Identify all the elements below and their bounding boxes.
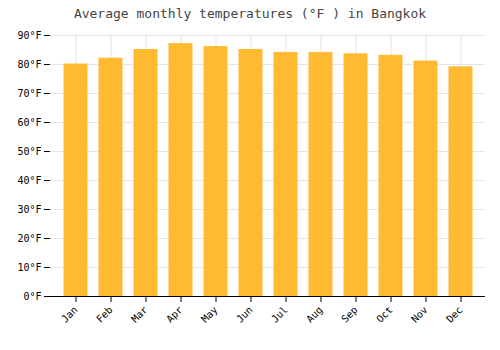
svg-text:80°F: 80°F — [17, 59, 41, 70]
svg-text:60°F: 60°F — [17, 117, 41, 128]
svg-text:30°F: 30°F — [17, 204, 41, 215]
svg-text:50°F: 50°F — [17, 146, 41, 157]
svg-text:Jul: Jul — [269, 304, 290, 325]
svg-text:Nov: Nov — [409, 304, 430, 325]
svg-text:Sep: Sep — [339, 304, 360, 325]
svg-text:10°F: 10°F — [17, 262, 41, 273]
svg-text:90°F: 90°F — [17, 30, 41, 41]
svg-text:Oct: Oct — [374, 304, 395, 325]
svg-text:Mar: Mar — [129, 304, 150, 325]
svg-text:Apr: Apr — [164, 304, 185, 325]
svg-text:20°F: 20°F — [17, 233, 41, 244]
svg-text:Jun: Jun — [234, 304, 255, 325]
html-text:Average monthly temperatures (: Average monthly temperatures (°F ) in Ba… — [73, 6, 427, 21]
svg-text:Dec: Dec — [444, 304, 465, 325]
svg-text:May: May — [199, 304, 220, 325]
svg-text:Feb: Feb — [94, 304, 115, 325]
svg-text:40°F: 40°F — [17, 175, 41, 186]
svg-text:Aug: Aug — [304, 304, 325, 325]
svg-text:70°F: 70°F — [17, 88, 41, 99]
svg-text:0°F: 0°F — [23, 291, 41, 302]
svg-text:Jan: Jan — [59, 304, 80, 325]
